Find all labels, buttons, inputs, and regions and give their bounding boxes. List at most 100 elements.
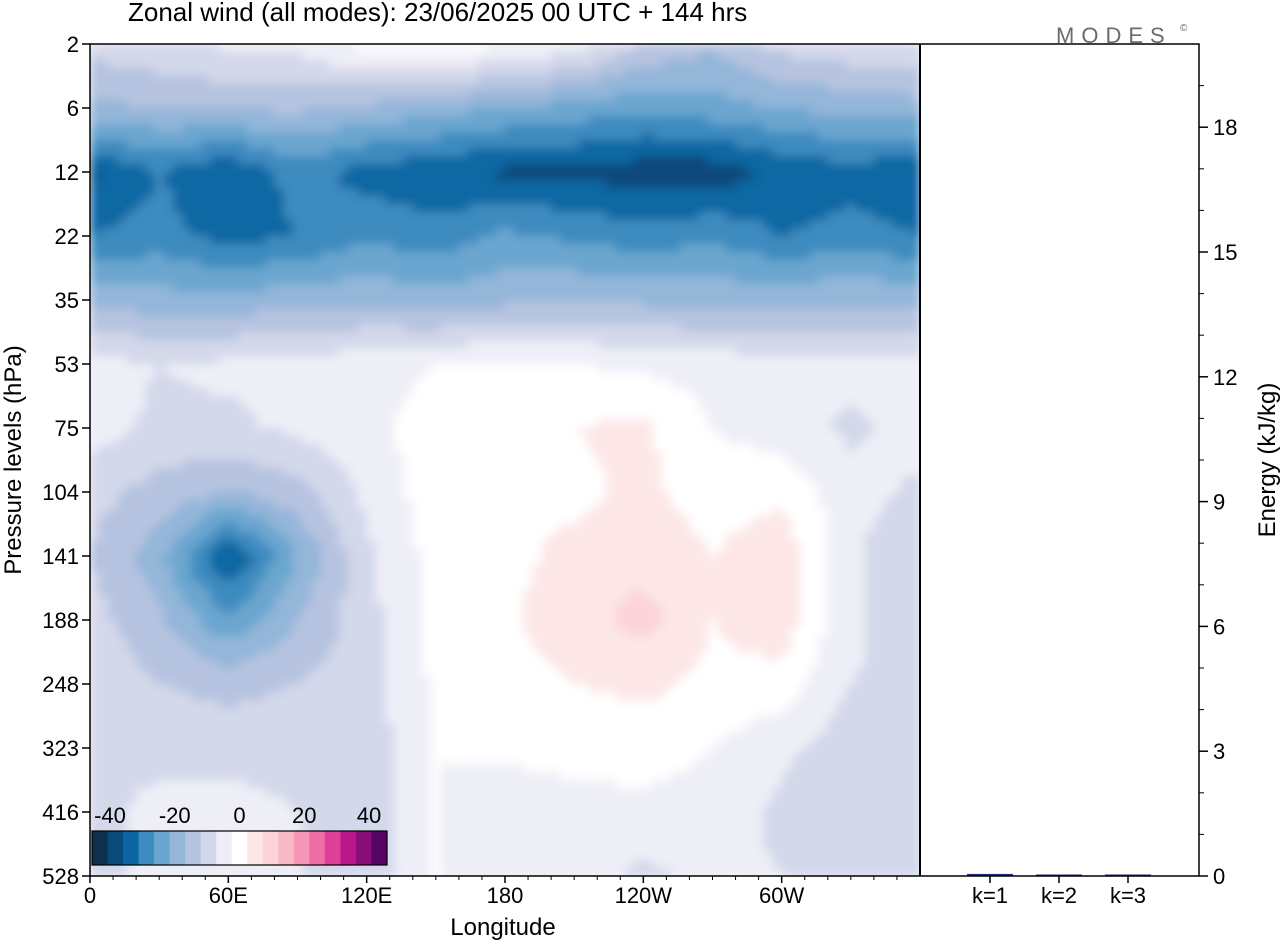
- heatmap-cell: [468, 228, 479, 237]
- heatmap-cell: [597, 372, 608, 381]
- heatmap-cell: [348, 188, 359, 197]
- heatmap-cell: [680, 476, 691, 485]
- heatmap-cell: [449, 164, 460, 173]
- heatmap-cell: [624, 340, 635, 349]
- heatmap-cell: [173, 324, 184, 333]
- heatmap-cell: [873, 316, 884, 325]
- heatmap-cell: [329, 116, 340, 125]
- heatmap-cell: [588, 164, 599, 173]
- heatmap-cell: [329, 260, 340, 269]
- heatmap-cell: [274, 476, 285, 485]
- heatmap-cell: [781, 252, 792, 261]
- heatmap-cell: [126, 244, 137, 253]
- heatmap-cell: [219, 428, 230, 437]
- heatmap-cell: [735, 76, 746, 85]
- heatmap-cell: [634, 468, 645, 477]
- heatmap-cell: [246, 420, 257, 429]
- heatmap-cell: [901, 236, 912, 245]
- heatmap-cell: [191, 452, 202, 461]
- heatmap-cell: [145, 108, 156, 117]
- heatmap-cell: [468, 468, 479, 477]
- heatmap-cell: [790, 60, 801, 69]
- heatmap-cell: [237, 60, 248, 69]
- heatmap-cell: [827, 188, 838, 197]
- heatmap-cell: [735, 412, 746, 421]
- heatmap-cell: [772, 84, 783, 93]
- heatmap-cell: [200, 156, 211, 165]
- heatmap-cell: [375, 260, 386, 269]
- heatmap-cell: [892, 180, 903, 189]
- heatmap-cell: [274, 116, 285, 125]
- heatmap-cell: [643, 68, 654, 77]
- heatmap-cell: [154, 460, 165, 469]
- heatmap-cell: [348, 260, 359, 269]
- heatmap-cell: [652, 316, 663, 325]
- heatmap-cell: [468, 236, 479, 245]
- heatmap-cell: [274, 196, 285, 205]
- heatmap-cell: [108, 188, 119, 197]
- heatmap-cell: [431, 100, 442, 109]
- heatmap-cell: [505, 268, 516, 277]
- heatmap-cell: [754, 340, 765, 349]
- heatmap-cell: [772, 348, 783, 357]
- heatmap-cell: [394, 460, 405, 469]
- heatmap-cell: [514, 428, 525, 437]
- heatmap-cell: [117, 164, 128, 173]
- heatmap-cell: [652, 404, 663, 413]
- heatmap-cell: [228, 276, 239, 285]
- heatmap-cell: [532, 44, 543, 53]
- heatmap-cell: [375, 204, 386, 213]
- heatmap-cell: [818, 428, 829, 437]
- heatmap-cell: [846, 92, 857, 101]
- heatmap-cell: [892, 308, 903, 317]
- heatmap-cell: [311, 76, 322, 85]
- heatmap-cell: [320, 164, 331, 173]
- heatmap-cell: [173, 452, 184, 461]
- heatmap-cell: [145, 372, 156, 381]
- heatmap-cell: [514, 132, 525, 141]
- heatmap-cell: [90, 412, 101, 421]
- heatmap-cell: [458, 436, 469, 445]
- heatmap-cell: [200, 252, 211, 261]
- heatmap-cell: [357, 52, 368, 61]
- heatmap-cell: [754, 84, 765, 93]
- heatmap-cell: [366, 268, 377, 277]
- heatmap-cell: [809, 100, 820, 109]
- heatmap-cell: [339, 428, 350, 437]
- heatmap-cell: [763, 428, 774, 437]
- heatmap-cell: [541, 76, 552, 85]
- heatmap-cell: [339, 52, 350, 61]
- heatmap-cell: [403, 92, 414, 101]
- heatmap-cell: [754, 108, 765, 117]
- heatmap-cell: [514, 356, 525, 365]
- heatmap-cell: [532, 60, 543, 69]
- heatmap-cell: [873, 436, 884, 445]
- heatmap-cell: [551, 380, 562, 389]
- heatmap-cell: [329, 380, 340, 389]
- heatmap-cell: [873, 100, 884, 109]
- heatmap-cell: [422, 172, 433, 181]
- heatmap-cell: [246, 260, 257, 269]
- heatmap-cell: [901, 156, 912, 165]
- heatmap-cell: [292, 452, 303, 461]
- heatmap-cell: [311, 452, 322, 461]
- heatmap-cell: [375, 44, 386, 53]
- heatmap-cell: [339, 116, 350, 125]
- heatmap-cell: [320, 468, 331, 477]
- heatmap-cell: [624, 76, 635, 85]
- heatmap-cell: [744, 292, 755, 301]
- heatmap-cell: [846, 380, 857, 389]
- heatmap-cell: [283, 124, 294, 133]
- heatmap-cell: [532, 132, 543, 141]
- heatmap-cell: [910, 428, 920, 437]
- heatmap-cell: [154, 308, 165, 317]
- heatmap-cell: [615, 356, 626, 365]
- heatmap-cell: [901, 252, 912, 261]
- heatmap-cell: [209, 100, 220, 109]
- heatmap-cell: [560, 372, 571, 381]
- heatmap-cell: [717, 364, 728, 373]
- heatmap-cell: [228, 476, 239, 485]
- heatmap-cell: [901, 212, 912, 221]
- heatmap-cell: [707, 156, 718, 165]
- heatmap-cell: [237, 324, 248, 333]
